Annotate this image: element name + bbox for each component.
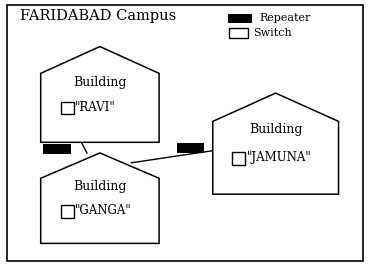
Text: "RAVI": "RAVI" <box>75 101 116 114</box>
Bar <box>228 14 252 23</box>
Text: Building: Building <box>73 76 127 89</box>
Polygon shape <box>213 93 339 194</box>
Bar <box>229 28 248 38</box>
Text: Switch: Switch <box>253 28 292 38</box>
Text: "JAMUNA": "JAMUNA" <box>247 151 312 164</box>
Bar <box>44 144 71 154</box>
Polygon shape <box>41 47 159 142</box>
Bar <box>61 102 74 114</box>
Bar <box>61 205 74 218</box>
Text: Building: Building <box>249 123 302 135</box>
Text: Building: Building <box>73 180 127 193</box>
Bar <box>232 152 245 165</box>
Text: FARIDABAD Campus: FARIDABAD Campus <box>20 9 176 23</box>
Text: Repeater: Repeater <box>259 13 310 23</box>
Polygon shape <box>41 153 159 243</box>
Bar <box>177 143 204 153</box>
Text: "GANGA": "GANGA" <box>75 205 132 217</box>
